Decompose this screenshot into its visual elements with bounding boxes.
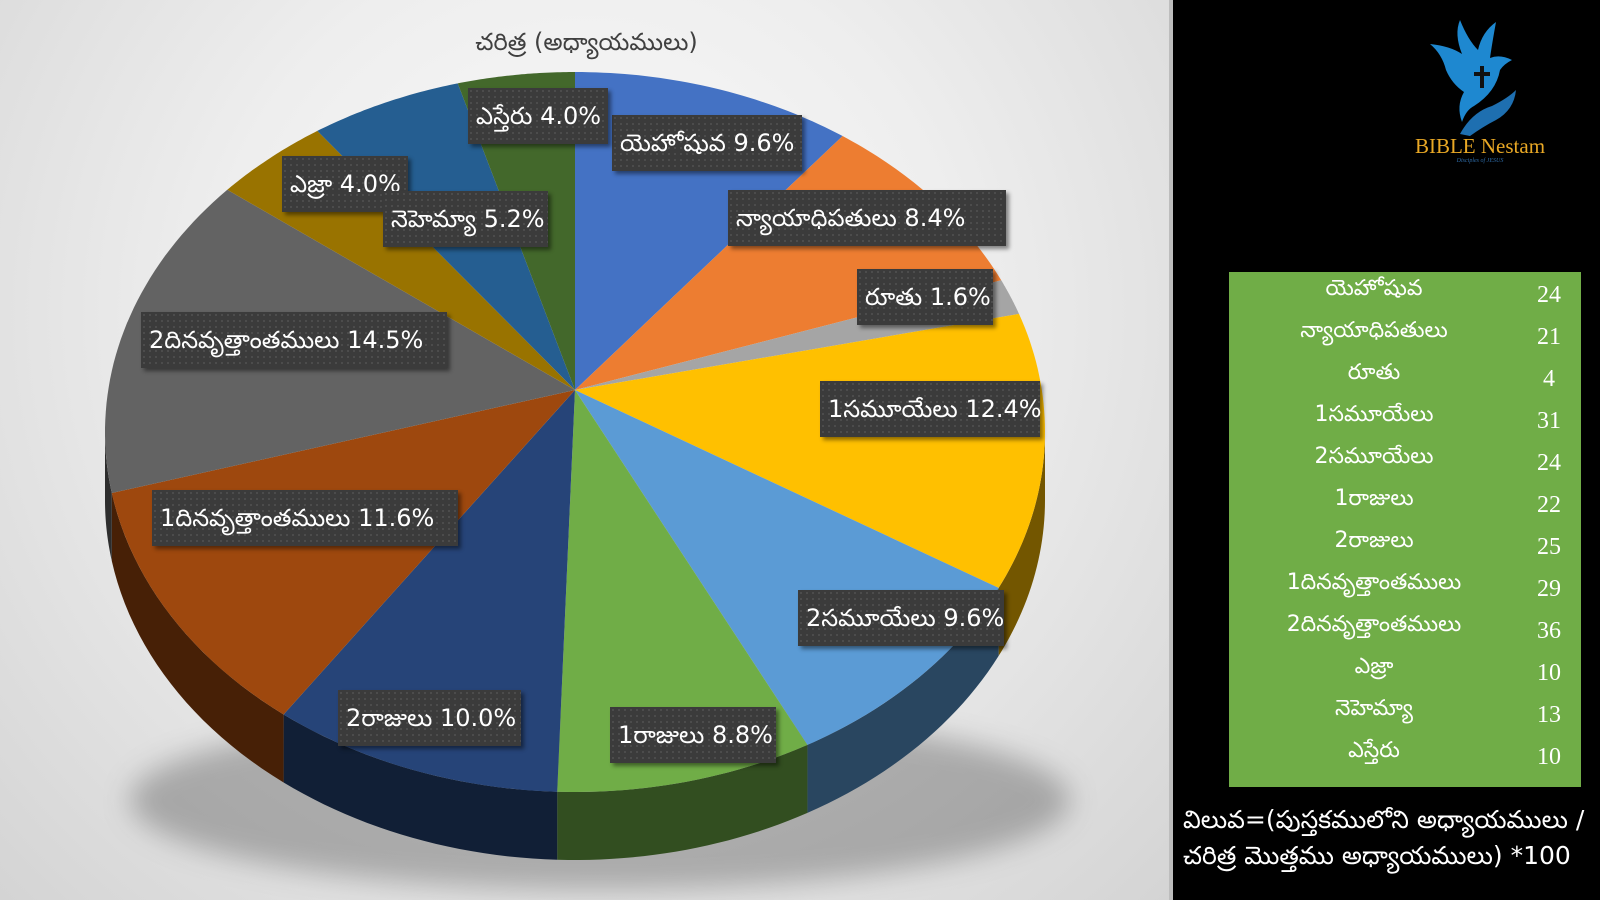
data-label-2samuel: 2సమూయేలు 9.6% <box>798 590 1004 646</box>
logo-tagline: Disciples of JESUS <box>1456 158 1504 164</box>
formula-line-1: విలువ=(పుస్తకములోని అధ్యాయములు / <box>1183 805 1585 834</box>
data-label-ruth: రూతు 1.6% <box>857 269 993 325</box>
table-row: యెహోషువ 24 <box>1229 272 1581 314</box>
book-name: ఎస్తేరు <box>1348 738 1400 763</box>
chapter-count: 21 <box>1537 324 1561 350</box>
book-name: యెహోషువ <box>1325 276 1423 301</box>
chapter-count: 24 <box>1537 450 1561 476</box>
chapter-count: 10 <box>1537 744 1561 770</box>
pie-sides <box>105 432 1045 860</box>
table-row: ఎస్తేరు 10 <box>1229 734 1581 776</box>
chart-area: చరిత్ర (అధ్యాయములు) యెహోషువ 9.6% న్యాయాధ… <box>0 0 1173 900</box>
chart-title: చరిత్ర (అధ్యాయములు) <box>475 28 698 56</box>
book-name: 2దినవృత్తాంతములు <box>1286 612 1462 637</box>
book-name: 1సమూయేలు <box>1314 402 1434 427</box>
chapter-count: 22 <box>1537 492 1561 518</box>
table-row: 1సమూయేలు 31 <box>1229 398 1581 440</box>
chapter-count: 4 <box>1543 366 1555 392</box>
book-name: రూతు <box>1347 360 1401 385</box>
book-name: న్యాయాధిపతులు <box>1300 318 1448 343</box>
book-name: ఎజ్రా <box>1354 654 1394 679</box>
data-label-nehemiah: నెహెమ్యా 5.2% <box>383 191 548 247</box>
data-label-1samuel: 1సమూయేలు 12.4% <box>820 381 1042 437</box>
book-name: 2రాజులు <box>1334 528 1414 553</box>
data-label-1kings: 1రాజులు 8.8% <box>610 707 776 763</box>
chapter-count: 36 <box>1537 618 1561 644</box>
chapter-count: 24 <box>1537 282 1561 308</box>
chapter-count: 10 <box>1537 660 1561 686</box>
book-name: 1రాజులు <box>1334 486 1414 511</box>
data-label-judges: న్యాయాధిపతులు 8.4% <box>728 190 1006 246</box>
chapter-count: 13 <box>1537 702 1561 728</box>
data-label-joshua: యెహోషువ 9.6% <box>612 115 802 171</box>
book-name: 1దినవృత్తాంతములు <box>1286 570 1462 595</box>
table-row: రూతు 4 <box>1229 356 1581 398</box>
chapter-count: 25 <box>1537 534 1561 560</box>
table-row: నెహెమ్యా 13 <box>1229 692 1581 734</box>
data-label-1chronicles: 1దినవృత్తాంతములు 11.6% <box>152 490 458 546</box>
table-row: 2రాజులు 25 <box>1229 524 1581 566</box>
data-label-esther: ఎస్తేరు 4.0% <box>468 88 608 144</box>
bible-nestam-logo-icon <box>1430 20 1516 136</box>
chapter-count: 29 <box>1537 576 1561 602</box>
table-row: ఎజ్రా 10 <box>1229 650 1581 692</box>
book-name: నెహెమ్యా <box>1335 696 1413 721</box>
data-label-2chronicles: 2దినవృత్తాంతములు 14.5% <box>141 312 447 368</box>
table-row: 1రాజులు 22 <box>1229 482 1581 524</box>
formula-note: విలువ=(పుస్తకములోని అధ్యాయములు / చరిత్ర … <box>1183 802 1593 874</box>
logo-brand-text: BIBLE Nestam <box>1414 134 1546 158</box>
table-row: 1దినవృత్తాంతములు 29 <box>1229 566 1581 608</box>
table-row: 2సమూయేలు 24 <box>1229 440 1581 482</box>
book-name: 2సమూయేలు <box>1314 444 1434 469</box>
data-label-2kings: 2రాజులు 10.0% <box>338 690 521 746</box>
data-label-ezra: ఎజ్రా 4.0% <box>282 156 408 212</box>
table-row: న్యాయాధిపతులు 21 <box>1229 314 1581 356</box>
chapter-count-table: యెహోషువ 24 న్యాయాధిపతులు 21 రూతు 4 1సమూయేలు… <box>1229 272 1581 787</box>
table-row: 2దినవృత్తాంతములు 36 <box>1229 608 1581 650</box>
chapter-count: 31 <box>1537 408 1561 434</box>
formula-line-2: చరిత్ర మొత్తము అధ్యాయములు) *100 <box>1183 841 1571 870</box>
